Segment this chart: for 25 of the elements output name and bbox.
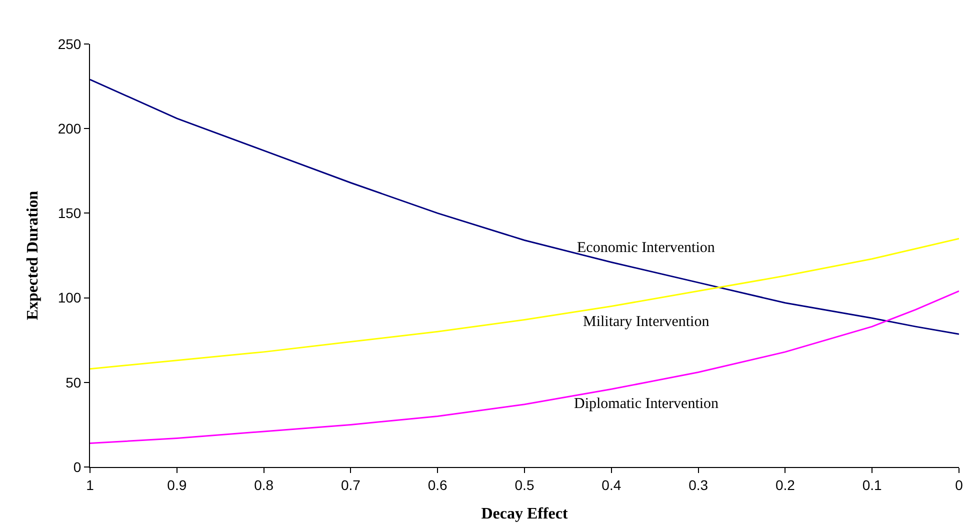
y-tick-label: 150 [58,205,82,222]
x-tick-label: 1 [86,476,94,493]
y-tick-label: 200 [58,120,82,136]
line-series [90,78,959,335]
x-tick-label: 0.1 [862,476,882,493]
series-label: Diplomatic Intervention [574,396,720,412]
line-series [90,290,959,444]
x-tick-label: 0.7 [340,476,361,493]
y-tick-label: 250 [58,36,82,52]
x-tick-label: 0.8 [254,476,274,493]
line-series [90,238,959,370]
y-tick-label: 100 [58,290,82,306]
x-tick-label: 0.3 [688,476,708,493]
x-tick-label: 0 [955,476,964,493]
x-tick-label: 0.2 [775,476,796,493]
x-tick-label: 0.4 [602,476,622,493]
series-label: Military Intervention [583,314,710,330]
y-tick-label: 50 [66,374,82,390]
y-tick-label: 0 [73,458,82,475]
series-label: Economic Intervention [577,240,716,256]
x-axis-title: Decay Effect [481,506,568,522]
y-axis-title: Expected Duration [24,190,42,320]
x-tick-label: 0.9 [167,476,187,493]
x-tick-label: 0.5 [514,476,534,493]
x-tick-label: 0.6 [428,476,448,493]
